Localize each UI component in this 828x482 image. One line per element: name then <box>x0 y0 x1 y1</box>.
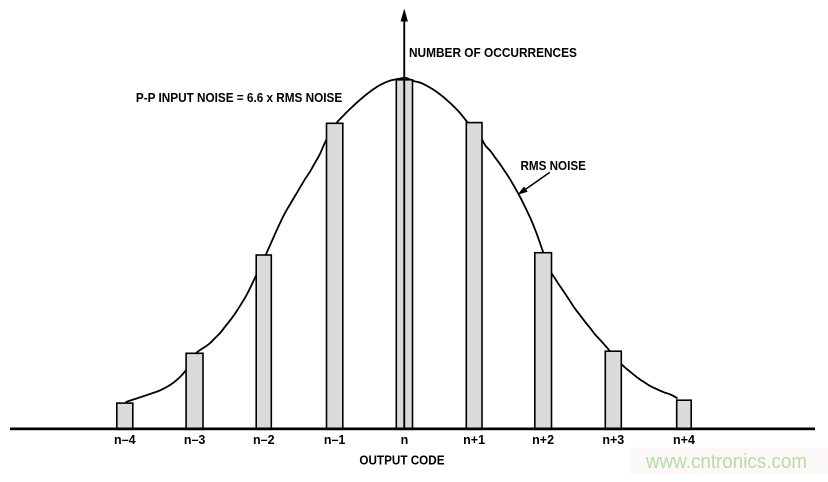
svg-text:n–3: n–3 <box>184 433 206 447</box>
svg-text:n+3: n+3 <box>602 433 624 447</box>
svg-text:n+2: n+2 <box>532 433 554 447</box>
svg-text:n+4: n+4 <box>673 433 695 447</box>
svg-text:NUMBER OF OCCURRENCES: NUMBER OF OCCURRENCES <box>409 46 577 60</box>
svg-text:n+1: n+1 <box>463 433 485 447</box>
svg-text:n–2: n–2 <box>253 433 275 447</box>
svg-text:n–1: n–1 <box>324 433 346 447</box>
svg-text:RMS NOISE: RMS NOISE <box>521 159 586 173</box>
svg-text:OUTPUT CODE: OUTPUT CODE <box>359 454 444 468</box>
svg-text:www.cntronics.com: www.cntronics.com <box>645 451 807 473</box>
svg-text:n–4: n–4 <box>114 433 136 447</box>
svg-text:n: n <box>401 433 409 447</box>
svg-text:P-P INPUT NOISE = 6.6 x RMS NO: P-P INPUT NOISE = 6.6 x RMS NOISE <box>136 91 342 105</box>
